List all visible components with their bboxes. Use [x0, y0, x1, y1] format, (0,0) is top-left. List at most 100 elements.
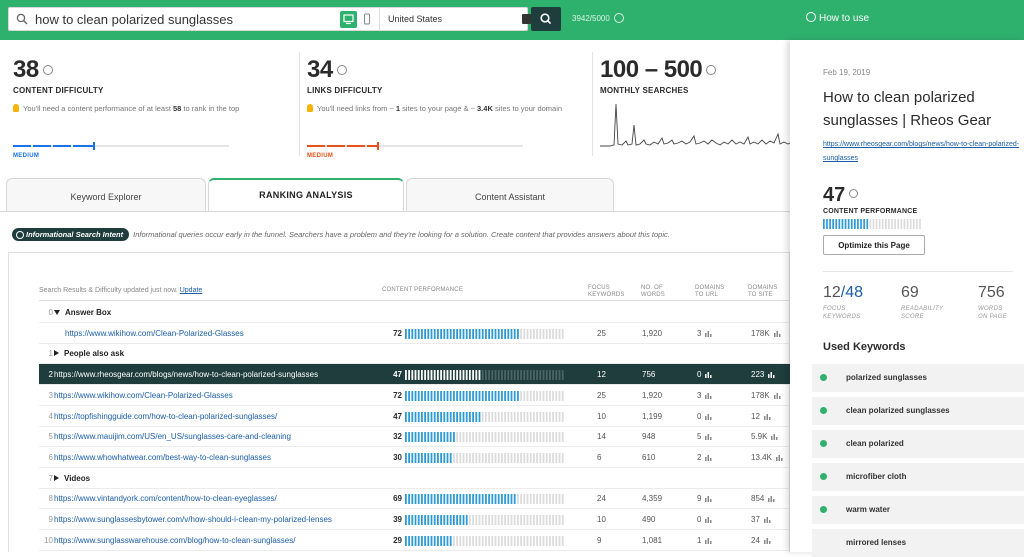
result-url-link[interactable]: https://www.sunglassesbytower.com/v/how-… [54, 515, 332, 524]
bar-chart-icon[interactable] [768, 495, 775, 502]
result-url-link[interactable]: https://topfishingguide.com/how-to-clean… [54, 412, 278, 421]
table-row[interactable]: 3 https://www.wikihow.com/Clean-Polarized… [39, 385, 791, 406]
how-to-use-link[interactable]: How to use [806, 12, 869, 24]
result-url-link[interactable]: https://www.whowhatwear.com/best-way-to-… [54, 453, 271, 462]
performance-tick [835, 219, 838, 229]
bar-chart-icon[interactable] [775, 454, 783, 461]
group-label[interactable]: People also ask [54, 349, 124, 358]
content-performance-bar [823, 219, 921, 229]
performance-tick [555, 432, 558, 442]
bar-chart-icon[interactable] [705, 392, 712, 399]
bar-chart-icon[interactable] [763, 537, 771, 544]
tab-ranking-analysis[interactable]: RANKING ANALYSIS [208, 178, 404, 212]
performance-tick [545, 453, 548, 463]
bar-chart-icon[interactable] [705, 516, 712, 523]
group-label[interactable]: Videos [54, 474, 90, 483]
keyword-item[interactable]: clean polarized [812, 430, 1024, 458]
result-url-link[interactable]: https://www.wikihow.com/Clean-Polarized-… [65, 329, 244, 338]
table-row[interactable]: 5 https://www.mauijim.com/US/en_US/sungla… [39, 426, 791, 447]
optimize-page-button[interactable]: Optimize this Page [823, 235, 925, 255]
row-index: 6 [48, 453, 53, 462]
keyword-item[interactable]: warm water [812, 496, 1024, 524]
content-performance-bar [405, 536, 564, 546]
info-icon[interactable] [42, 65, 53, 75]
performance-tick [405, 370, 407, 380]
performance-tick [405, 432, 407, 442]
table-row[interactable]: 8 https://www.vintandyork.com/content/how… [39, 488, 791, 509]
tab-content-assistant[interactable]: Content Assistant [406, 178, 614, 212]
result-url-link[interactable]: https://www.vintandyork.com/content/how-… [54, 494, 277, 503]
table-row[interactable]: 9 https://www.sunglassesbytower.com/v/how… [39, 509, 791, 530]
location-select[interactable]: United States [388, 14, 443, 24]
search-input[interactable]: how to clean polarized sunglasses [35, 12, 234, 27]
page-date: Feb 19, 2019 [823, 68, 871, 77]
performance-tick [478, 536, 481, 546]
keyword-item[interactable]: microfiber cloth [812, 463, 1024, 491]
info-icon[interactable] [706, 65, 717, 75]
bar-chart-icon[interactable] [705, 454, 712, 461]
bar-chart-icon[interactable] [773, 330, 781, 337]
performance-tick [437, 494, 439, 504]
group-row[interactable]: 1 People also ask [39, 343, 791, 364]
bar-chart-icon[interactable] [771, 433, 778, 440]
performance-tick [411, 370, 414, 380]
performance-tick [494, 494, 497, 504]
table-row[interactable]: https://www.wikihow.com/Clean-Polarized-… [39, 323, 791, 344]
performance-tick [526, 453, 529, 463]
close-icon[interactable] [522, 14, 531, 24]
info-icon[interactable] [614, 13, 624, 23]
tab-keyword-explorer[interactable]: Keyword Explorer [6, 178, 206, 212]
performance-tick [443, 515, 446, 525]
performance-tick [417, 370, 420, 380]
performance-tick [507, 494, 510, 504]
group-label[interactable]: Answer Box [54, 308, 111, 317]
mobile-icon[interactable] [360, 11, 374, 28]
table-row[interactable]: 10 https://www.sunglasswarehouse.com/blog… [39, 530, 791, 551]
monthly-searches-value: 100 – 500 [600, 56, 703, 83]
result-url-link[interactable]: https://www.mauijim.com/US/en_US/sunglas… [54, 432, 291, 441]
update-link[interactable]: Update [179, 287, 203, 294]
performance-tick [465, 453, 468, 463]
performance-tick [916, 219, 918, 229]
performance-tick [520, 391, 522, 401]
table-row[interactable]: 6 https://www.whowhatwear.com/best-way-to… [39, 447, 791, 468]
performance-tick [526, 391, 529, 401]
performance-tick [456, 412, 458, 422]
performance-tick [421, 432, 423, 442]
bar-chart-icon[interactable] [763, 413, 771, 420]
bar-chart-icon[interactable] [705, 537, 712, 544]
content-difficulty-card: 38 CONTENT DIFFICULTY You'll need a cont… [13, 56, 293, 115]
performance-tick [433, 391, 436, 401]
table-row[interactable]: 2 https://www.rheosgear.com/blogs/news/ho… [39, 364, 791, 385]
bar-chart-icon[interactable] [768, 371, 775, 378]
keyword-used-indicator [820, 473, 827, 480]
result-url-link[interactable]: https://www.rheosgear.com/blogs/news/how… [54, 370, 319, 379]
intent-text: Informational queries occur early in the… [133, 230, 670, 239]
group-row[interactable]: 7 Videos [39, 468, 791, 489]
bar-chart-icon[interactable] [705, 330, 712, 337]
bar-chart-icon[interactable] [705, 413, 712, 420]
page-url-link[interactable]: https://www.rheosgear.com/blogs/news/how… [823, 141, 1020, 162]
group-row[interactable]: 0 Answer Box [39, 302, 791, 323]
result-url-link[interactable]: https://www.wikihow.com/Clean-Polarized-… [54, 391, 233, 400]
desktop-icon[interactable] [340, 11, 357, 28]
info-icon[interactable] [336, 65, 347, 75]
performance-tick [504, 453, 506, 463]
bar-chart-icon[interactable] [763, 516, 771, 523]
keyword-item[interactable]: clean polarized sunglasses [812, 397, 1024, 425]
performance-tick [561, 453, 564, 463]
info-icon [806, 12, 816, 22]
performance-tick [491, 370, 494, 380]
performance-tick [475, 432, 478, 442]
result-url-link[interactable]: https://www.sunglasswarehouse.com/blog/h… [54, 536, 296, 545]
search-button[interactable] [531, 7, 561, 31]
keyword-item[interactable]: mirrored lenses [812, 529, 1024, 557]
bar-chart-icon[interactable] [705, 371, 712, 378]
info-icon[interactable] [849, 189, 859, 198]
bar-chart-icon[interactable] [773, 392, 781, 399]
keyword-item[interactable]: polarized sunglasses [812, 364, 1024, 392]
performance-tick [529, 536, 532, 546]
bar-chart-icon[interactable] [705, 495, 712, 502]
table-row[interactable]: 4 https://topfishingguide.com/how-to-clea… [39, 406, 791, 427]
bar-chart-icon[interactable] [705, 433, 712, 440]
